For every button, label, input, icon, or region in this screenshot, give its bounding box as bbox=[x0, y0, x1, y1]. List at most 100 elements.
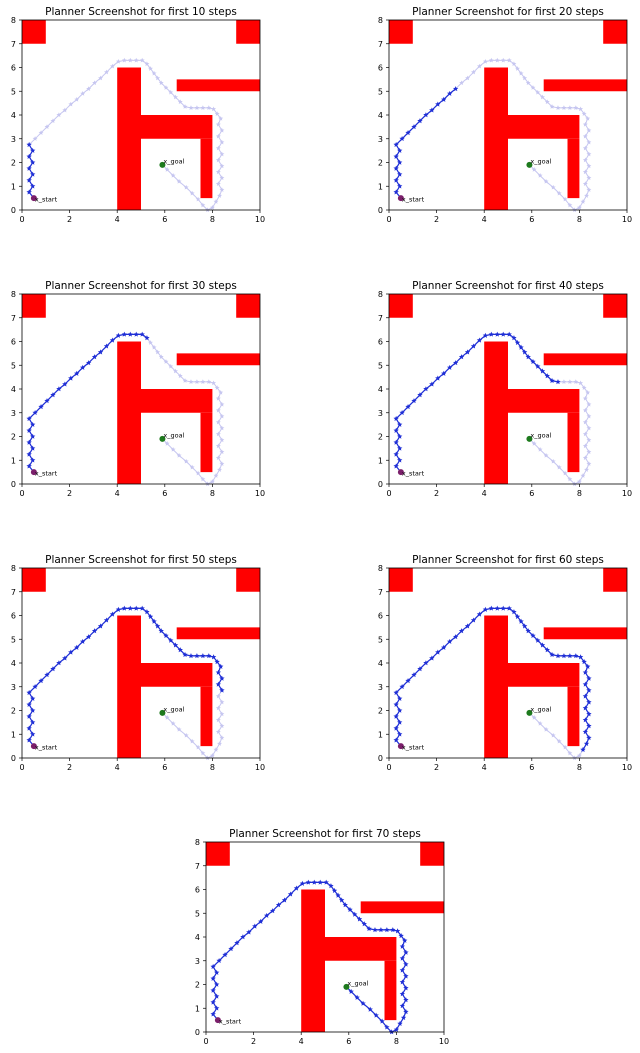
planned-path-point bbox=[585, 389, 591, 395]
start-label: x_start bbox=[219, 1018, 242, 1026]
planned-path-point bbox=[213, 747, 219, 752]
x-tick-label: 6 bbox=[529, 489, 534, 498]
x-tick-label: 0 bbox=[19, 763, 24, 772]
planned-path-point bbox=[215, 395, 221, 401]
y-tick-label: 6 bbox=[378, 338, 383, 347]
y-tick-label: 8 bbox=[378, 16, 383, 25]
traversed-path-point bbox=[74, 370, 80, 376]
traversed-path-point bbox=[429, 655, 435, 661]
x-tick-label: 2 bbox=[434, 763, 439, 772]
obstacle bbox=[508, 115, 580, 139]
traversed-path-point bbox=[26, 189, 32, 195]
traversed-path-point bbox=[393, 177, 399, 183]
traversed-path-point bbox=[222, 952, 228, 958]
y-tick-label: 5 bbox=[378, 361, 383, 370]
planned-path-point bbox=[170, 172, 176, 178]
planned-path-point bbox=[511, 61, 517, 67]
traversed-path-point bbox=[582, 729, 589, 735]
start-marker bbox=[30, 469, 37, 476]
planned-path-point bbox=[183, 184, 189, 190]
y-tick-label: 7 bbox=[11, 588, 16, 597]
traversed-path-point bbox=[494, 605, 500, 611]
traversed-path-point bbox=[305, 879, 311, 885]
planned-path-point bbox=[98, 75, 104, 81]
x-tick-label: 8 bbox=[210, 215, 215, 224]
planned-path-point bbox=[104, 69, 109, 75]
obstacle bbox=[206, 842, 230, 866]
planned-path-point bbox=[200, 750, 206, 756]
x-tick-label: 6 bbox=[162, 215, 167, 224]
planned-path-point bbox=[176, 452, 182, 458]
traversed-path-point bbox=[417, 118, 423, 124]
planned-path-point bbox=[582, 419, 588, 425]
planned-path-point bbox=[567, 105, 573, 110]
y-tick-label: 4 bbox=[11, 659, 16, 668]
traversed-path-point bbox=[514, 339, 521, 345]
traversed-path-point bbox=[403, 997, 409, 1003]
traversed-path-point bbox=[405, 404, 411, 410]
chart-title: Planner Screenshot for first 10 steps bbox=[45, 6, 237, 18]
goal-label: x_goal bbox=[530, 157, 551, 165]
traversed-path-point bbox=[62, 381, 68, 387]
traversed-path-point bbox=[121, 331, 127, 337]
planned-path-point bbox=[209, 205, 215, 210]
traversed-path-point bbox=[511, 609, 517, 615]
planned-path-point bbox=[586, 187, 592, 192]
traversed-path-point bbox=[399, 943, 406, 949]
planned-path-point bbox=[581, 111, 587, 116]
traversed-path-point bbox=[328, 883, 334, 889]
planned-path-point bbox=[189, 738, 195, 744]
traversed-path-point bbox=[452, 86, 459, 92]
planned-path-point bbox=[219, 175, 225, 181]
obstacle bbox=[117, 67, 141, 210]
planned-path-point bbox=[459, 80, 465, 86]
traversed-path-point bbox=[56, 386, 62, 392]
traversed-path-point bbox=[348, 988, 354, 994]
chart-title: Planner Screenshot for first 50 steps bbox=[45, 554, 237, 566]
traversed-path-point bbox=[335, 892, 341, 898]
traversed-path-point bbox=[405, 678, 411, 684]
y-tick-label: 1 bbox=[11, 456, 16, 465]
planned-path-point bbox=[576, 205, 582, 210]
planned-path-point bbox=[206, 105, 212, 110]
planned-path-point bbox=[133, 57, 139, 63]
planned-path-point bbox=[576, 479, 582, 484]
planned-path-point bbox=[586, 401, 592, 407]
traversed-path-point bbox=[397, 433, 403, 439]
obstacle bbox=[603, 568, 627, 592]
traversed-path-point bbox=[342, 902, 348, 908]
traversed-path-point bbox=[397, 159, 403, 165]
x-tick-label: 8 bbox=[577, 215, 582, 224]
planned-path-point bbox=[518, 70, 524, 76]
planned-path-point bbox=[214, 111, 220, 116]
planned-path-point bbox=[219, 187, 225, 192]
planned-path-point bbox=[168, 89, 174, 95]
traversed-path-point bbox=[464, 623, 471, 629]
subplot-1: Planner Screenshot for first 10 steps x_s… bbox=[11, 6, 265, 224]
planned-path-point bbox=[127, 57, 133, 63]
start-marker bbox=[30, 195, 37, 202]
traversed-path-point bbox=[397, 719, 403, 725]
traversed-path-point bbox=[85, 360, 92, 366]
goal-label: x_goal bbox=[163, 705, 184, 713]
traversed-path-point bbox=[360, 1000, 366, 1006]
planned-path-point bbox=[543, 178, 549, 184]
traversed-path-point bbox=[403, 973, 409, 979]
planned-path-point bbox=[556, 190, 562, 196]
planned-path-point bbox=[50, 118, 56, 124]
traversed-path-point bbox=[26, 427, 32, 433]
traversed-path-point bbox=[50, 666, 56, 672]
planned-path-point bbox=[471, 69, 476, 75]
traversed-path-point bbox=[423, 386, 429, 392]
traversed-path-point bbox=[361, 921, 367, 927]
planned-path-point bbox=[218, 389, 224, 395]
y-tick-label: 6 bbox=[195, 886, 200, 895]
traversed-path-point bbox=[356, 916, 363, 922]
planned-path-point bbox=[584, 467, 590, 472]
subplot-7: Planner Screenshot for first 70 steps x_s… bbox=[195, 828, 449, 1046]
traversed-path-point bbox=[216, 957, 222, 964]
traversed-path-point bbox=[397, 445, 403, 451]
traversed-path-point bbox=[511, 335, 517, 341]
planned-path-point bbox=[80, 91, 86, 96]
traversed-path-point bbox=[586, 723, 592, 729]
